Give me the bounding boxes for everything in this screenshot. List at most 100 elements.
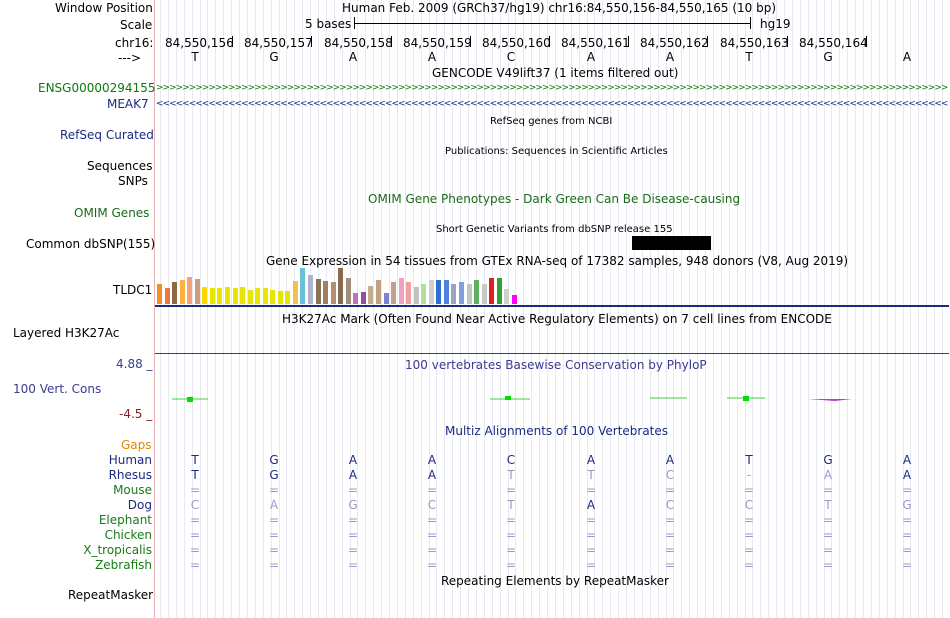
gtex-tissue-bar[interactable] bbox=[421, 284, 426, 304]
gtex-tissue-bar[interactable] bbox=[263, 288, 268, 304]
grid-line bbox=[800, 0, 801, 618]
gtex-tissue-bar[interactable] bbox=[346, 278, 351, 304]
multiz-title[interactable]: Multiz Alignments of 100 Vertebrates bbox=[445, 424, 669, 438]
species-label[interactable]: Chicken bbox=[104, 528, 152, 542]
species-label[interactable]: Human bbox=[108, 453, 152, 467]
gtex-tissue-bar[interactable] bbox=[157, 284, 162, 304]
gtex-tissue-bar[interactable] bbox=[353, 293, 358, 304]
gtex-tissue-bar[interactable] bbox=[467, 284, 472, 304]
gtex-tissue-bar[interactable] bbox=[165, 288, 170, 304]
gencode-title[interactable]: GENCODE V49lift37 (1 items filtered out) bbox=[432, 66, 679, 80]
gtex-tissue-bar[interactable] bbox=[338, 268, 343, 304]
gtex-tissue-bar[interactable] bbox=[384, 293, 389, 304]
omim-label[interactable]: OMIM Genes bbox=[74, 206, 150, 220]
grid-line bbox=[784, 0, 785, 618]
gtex-tissue-bar[interactable] bbox=[482, 284, 487, 304]
dbsnp-title[interactable]: Short Genetic Variants from dbSNP releas… bbox=[436, 224, 673, 235]
gtex-tissue-bar[interactable] bbox=[391, 282, 396, 304]
gtex-tissue-bar[interactable] bbox=[497, 278, 502, 304]
gtex-tissue-bar[interactable] bbox=[202, 287, 207, 304]
alignment-base: = bbox=[505, 528, 517, 542]
gtex-tissue-bar[interactable] bbox=[285, 291, 290, 304]
gene-meak7-arrows[interactable]: <<<<<<<<<<<<<<<<<<<<<<<<<<<<<<<<<<<<<<<<… bbox=[156, 99, 948, 109]
gtex-tissue-bar[interactable] bbox=[399, 278, 404, 304]
gtex-tissue-bar[interactable] bbox=[255, 288, 260, 304]
dbsnp-variant-block[interactable] bbox=[632, 236, 711, 250]
rmsk-title[interactable]: Repeating Elements by RepeatMasker bbox=[441, 574, 669, 588]
gtex-tissue-bar[interactable] bbox=[474, 280, 479, 304]
species-label[interactable]: Rhesus bbox=[108, 468, 152, 482]
gtex-tissue-bar[interactable] bbox=[361, 292, 366, 304]
gtex-tissue-bar[interactable] bbox=[376, 280, 381, 304]
gtex-tissue-bar[interactable] bbox=[195, 279, 200, 304]
window-position-label: Window Position bbox=[55, 1, 153, 15]
species-label[interactable]: Elephant bbox=[98, 513, 152, 527]
grid-line bbox=[207, 0, 208, 618]
gtex-tissue-bar[interactable] bbox=[233, 288, 238, 304]
cons-label[interactable]: 100 Vert. Cons bbox=[13, 382, 102, 396]
gtex-tissue-bar[interactable] bbox=[240, 287, 245, 304]
h3k27ac-title[interactable]: H3K27Ac Mark (Often Found Near Active Re… bbox=[282, 312, 832, 326]
alignment-base: T bbox=[587, 468, 595, 482]
alignment-base: T bbox=[824, 498, 832, 512]
gtex-tissue-bar[interactable] bbox=[512, 295, 517, 304]
species-label[interactable]: Dog bbox=[127, 498, 152, 512]
gtex-tissue-bar[interactable] bbox=[406, 282, 411, 304]
gtex-tissue-bar[interactable] bbox=[489, 278, 494, 304]
gtex-tissue-bar[interactable] bbox=[444, 280, 449, 304]
gtex-tissue-bar[interactable] bbox=[293, 281, 298, 304]
gtex-tissue-bar[interactable] bbox=[436, 280, 441, 304]
reference-base: T bbox=[745, 50, 753, 64]
gtex-tissue-bar[interactable] bbox=[210, 288, 215, 304]
snps-label[interactable]: SNPs bbox=[118, 174, 148, 188]
gtex-tissue-bar[interactable] bbox=[429, 280, 434, 304]
rmsk-label[interactable]: RepeatMasker bbox=[68, 588, 154, 602]
reference-base: G bbox=[823, 50, 833, 64]
gtex-tissue-bar[interactable] bbox=[414, 287, 419, 304]
species-label[interactable]: X_tropicalis bbox=[83, 543, 152, 557]
gtex-tissue-bar[interactable] bbox=[217, 288, 222, 304]
gtex-tissue-bar[interactable] bbox=[331, 282, 336, 304]
gtex-tissue-bar[interactable] bbox=[172, 282, 177, 304]
gaps-label[interactable]: Gaps bbox=[121, 438, 152, 452]
gtex-tissue-bar[interactable] bbox=[368, 286, 373, 304]
gtex-tissue-bar[interactable] bbox=[187, 277, 192, 304]
gtex-tissue-bar[interactable] bbox=[180, 280, 185, 304]
pubs-title[interactable]: Publications: Sequences in Scientific Ar… bbox=[445, 146, 668, 157]
dbsnp-label[interactable]: Common dbSNP(155) bbox=[26, 237, 156, 251]
gtex-tissue-bar[interactable] bbox=[308, 275, 313, 304]
gtex-tissue-bar[interactable] bbox=[278, 291, 283, 304]
refseq-label[interactable]: RefSeq Curated bbox=[60, 128, 154, 142]
gtex-tissue-bar[interactable] bbox=[504, 289, 509, 304]
gtex-tissue-bar[interactable] bbox=[323, 281, 328, 304]
gtex-tissue-bar[interactable] bbox=[316, 279, 321, 304]
refseq-title[interactable]: RefSeq genes from NCBI bbox=[490, 116, 613, 127]
grid-line bbox=[436, 0, 437, 618]
h3k27ac-label[interactable]: Layered H3K27Ac bbox=[13, 326, 120, 340]
alignment-base: A bbox=[586, 453, 596, 467]
gene-ensg-arrows[interactable]: >>>>>>>>>>>>>>>>>>>>>>>>>>>>>>>>>>>>>>>>… bbox=[156, 83, 948, 93]
alignment-base: A bbox=[348, 468, 358, 482]
ruler-tick bbox=[470, 36, 471, 47]
gtex-tissue-bar[interactable] bbox=[451, 284, 456, 304]
gtex-title[interactable]: Gene Expression in 54 tissues from GTEx … bbox=[266, 254, 849, 268]
cons-wiggle[interactable] bbox=[155, 392, 949, 406]
omim-title[interactable]: OMIM Gene Phenotypes - Dark Green Can Be… bbox=[368, 192, 741, 206]
gtex-tissue-bar[interactable] bbox=[248, 290, 253, 304]
gtex-tissue-bar[interactable] bbox=[459, 282, 464, 304]
gencode-item-ensg[interactable]: ENSG00000294155 bbox=[38, 81, 156, 95]
gtex-tissue-bar[interactable] bbox=[225, 287, 230, 304]
gtex-tissue-bar[interactable] bbox=[270, 290, 275, 304]
gtex-label[interactable]: TLDC1 bbox=[113, 283, 153, 297]
alignment-base: = bbox=[743, 513, 755, 527]
gencode-item-meak7[interactable]: MEAK7 bbox=[107, 97, 149, 111]
species-label[interactable]: Mouse bbox=[113, 483, 152, 497]
gtex-tissue-bar[interactable] bbox=[300, 268, 305, 304]
cons-title[interactable]: 100 vertebrates Basewise Conservation by… bbox=[405, 358, 707, 372]
alignment-base: A bbox=[823, 468, 833, 482]
ruler-position: 84,550,158 bbox=[324, 36, 393, 50]
species-label[interactable]: Zebrafish bbox=[95, 558, 152, 572]
grid-line bbox=[421, 0, 422, 618]
pubs-label[interactable]: Sequences bbox=[87, 159, 153, 173]
